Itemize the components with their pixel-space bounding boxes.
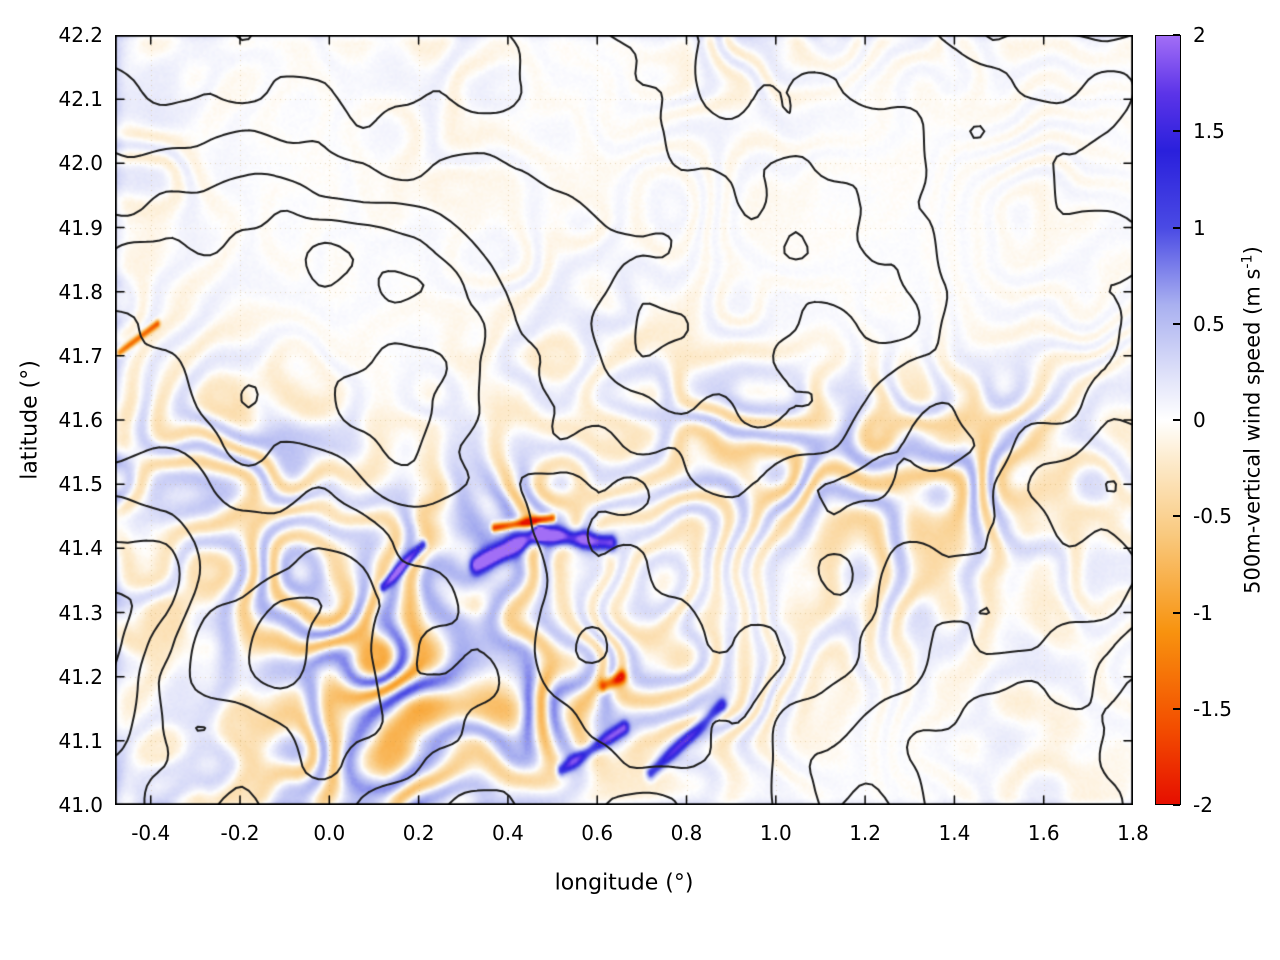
x-tick-label: 1.4 [938, 821, 971, 845]
colorbar-tick-mark [1173, 34, 1180, 36]
colorbar-title-superscript: -1 [1239, 254, 1256, 269]
y-tick-label: 41.6 [58, 408, 103, 432]
colorbar-tick-label: -2 [1193, 793, 1213, 817]
colorbar-tick-mark [1173, 322, 1180, 325]
y-tick-label: 41.7 [58, 343, 103, 368]
y-tick-label: 42.1 [58, 87, 103, 112]
y-tick-label: 41.4 [58, 536, 103, 561]
colorbar-tick-label: 0 [1193, 408, 1206, 432]
x-tick-label: -0.2 [220, 821, 260, 845]
y-tick-label: 41.2 [58, 664, 103, 689]
colorbar-tick-mark [1173, 419, 1180, 421]
colorbar-tick-label: -1.5 [1193, 696, 1233, 721]
colorbar-title-close: ) [1240, 246, 1265, 255]
colorbar-tick-label: 2 [1193, 23, 1206, 47]
y-tick-label: 41.1 [58, 728, 103, 753]
x-axis-title: longitude (°) [554, 870, 694, 896]
x-tick-label: 0.2 [402, 821, 435, 845]
colorbar-tick-mark [1173, 804, 1180, 806]
colorbar-tick-mark [1173, 515, 1180, 518]
y-axis-title: latitude (°) [17, 360, 43, 480]
y-tick-label: 42.0 [58, 151, 103, 176]
x-tick-label: 1.2 [849, 821, 881, 845]
x-tick-label: 1.6 [1027, 821, 1060, 845]
y-tick-label: 41.9 [58, 215, 103, 240]
y-tick-label: 41.5 [58, 472, 103, 497]
x-tick-label: 1.8 [1117, 821, 1149, 845]
colorbar-tick-label: 1.5 [1193, 119, 1225, 144]
x-tick-label: 1.0 [759, 821, 792, 845]
colorbar-tick-mark [1173, 707, 1180, 710]
x-tick-label: 0.6 [581, 821, 614, 845]
colorbar-tick-mark [1173, 130, 1180, 133]
colorbar-tick-label: 0.5 [1193, 311, 1225, 336]
colorbar-tick-label: -1 [1193, 600, 1213, 625]
y-tick-label: 41.0 [58, 793, 103, 817]
y-tick-label: 41.8 [58, 279, 103, 304]
colorbar-tick-label: 1 [1193, 215, 1206, 240]
x-tick-label: 0.8 [670, 821, 703, 845]
y-tick-label: 42.2 [58, 23, 103, 47]
colorbar-tick-label: -0.5 [1193, 504, 1233, 529]
colorbar [1155, 35, 1181, 805]
x-tick-label: 0.0 [313, 821, 346, 845]
colorbar-tick-mark [1173, 611, 1180, 614]
colorbar-title: 500m-vertical wind speed (m s-1) [1240, 246, 1265, 594]
heatmap-plot-canvas [115, 35, 1133, 805]
x-tick-label: -0.4 [131, 821, 171, 845]
x-tick-label: 0.4 [492, 821, 524, 845]
colorbar-title-text: 500m-vertical wind speed (m s [1240, 268, 1265, 594]
y-tick-label: 41.3 [58, 600, 103, 625]
colorbar-tick-mark [1173, 226, 1180, 229]
